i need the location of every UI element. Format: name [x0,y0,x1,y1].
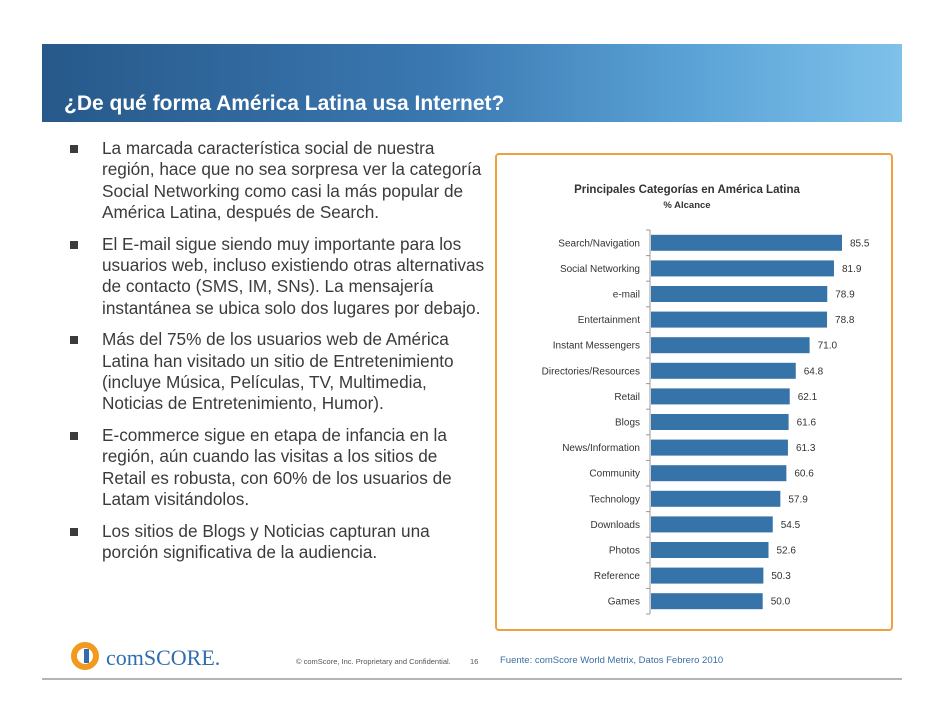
slide-title: ¿De qué forma América Latina usa Interne… [64,92,505,115]
value-label: 54.5 [781,520,801,531]
value-label: 62.1 [798,392,818,403]
logo-bar-icon [84,649,89,663]
bullet-text: Más del 75% de los usuarios web de Améri… [102,329,454,414]
category-label: News/Information [562,443,640,454]
category-label: Social Networking [560,264,640,275]
footer-divider [42,678,902,680]
bar [651,414,789,430]
category-label: e-mail [613,290,640,301]
bar [651,490,781,507]
value-label: 60.6 [794,469,814,480]
bullet-item: Más del 75% de los usuarios web de Améri… [66,329,486,414]
bar [651,362,796,379]
category-label: Games [608,597,640,608]
bar-chart: Principales Categorías en América Latina… [542,184,870,615]
bar [651,234,842,251]
value-label: 85.5 [850,238,870,249]
chart-title: Principales Categorías en América Latina [574,184,800,196]
bullet-square-icon [70,432,78,441]
category-label: Directories/Resources [542,366,640,377]
bullet-square-icon [70,527,78,536]
chart-subtitle: % Alcance [663,200,710,211]
bar [651,542,769,558]
bullet-text: La marcada característica social de nues… [102,138,482,222]
value-label: 50.0 [771,597,791,608]
bullet-text: El E-mail sigue siendo muy importante pa… [102,233,485,318]
logo-ring-icon [71,642,99,670]
value-label: 64.8 [804,366,824,377]
comscore-logo: comSCORE. [71,642,220,670]
bar [651,388,790,405]
category-label: Entertainment [578,315,640,326]
value-label: 78.8 [835,315,855,326]
bar [651,337,810,354]
logo-text: comSCORE. [106,645,220,670]
category-label: Instant Messengers [553,341,640,352]
value-label: 71.0 [818,341,838,352]
bar [651,593,763,610]
value-label: 57.9 [788,494,808,505]
value-label: 61.6 [797,418,817,429]
value-label: 52.6 [777,546,797,557]
bullet-text: Los sitios de Blogs y Noticias capturan … [102,520,430,563]
bullet-text: E-commerce sigue en etapa de infancia en… [102,425,452,509]
bar [651,439,788,456]
bar [651,567,764,584]
bullet-square-icon [70,145,78,153]
bullet-square-icon [70,240,78,249]
value-label: 81.9 [842,264,862,275]
bullet-square-icon [70,336,78,345]
bullet-list: La marcada característica social de nues… [66,138,486,574]
value-label: 50.3 [771,571,791,582]
source-text: Fuente: comScore World Metrix, Datos Feb… [500,655,724,666]
bullet-item: La marcada característica social de nues… [66,138,486,223]
bullet-item: El E-mail sigue siendo muy importante pa… [66,234,486,319]
category-label: Community [589,469,640,480]
bar [651,260,834,277]
category-label: Blogs [615,418,640,429]
value-label: 78.9 [835,290,855,301]
bar [651,465,787,482]
category-label: Downloads [591,520,640,531]
category-label: Retail [614,392,640,403]
bar [651,516,773,533]
title-band [42,44,902,122]
bar [651,311,828,328]
chart-frame: Principales Categorías en América Latina… [495,153,893,631]
category-label: Photos [609,546,640,557]
bar [651,286,828,302]
category-label: Search/Navigation [558,238,640,249]
page-number: 16 [470,657,479,666]
bullet-item: E-commerce sigue en etapa de infancia en… [66,425,486,510]
category-label: Reference [594,571,641,582]
value-label: 61.3 [796,443,816,454]
bullet-item: Los sitios de Blogs y Noticias capturan … [66,521,486,564]
copyright-text: © comScore, Inc. Proprietary and Confide… [296,657,451,666]
category-label: Technology [589,494,640,505]
